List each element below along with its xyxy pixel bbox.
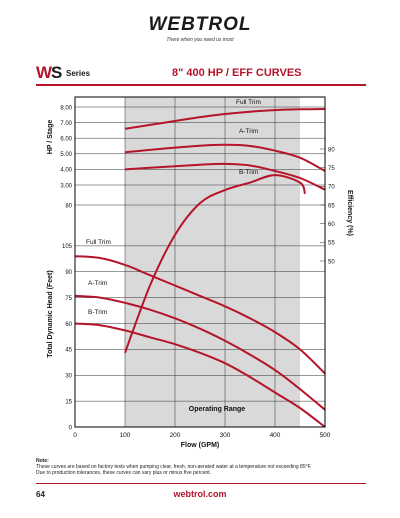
plot-frame bbox=[74, 96, 326, 428]
hp-tick-label: 8.00 bbox=[60, 105, 72, 111]
hp-tick-label: 6.00 bbox=[60, 137, 72, 143]
x-tick-label: 100 bbox=[120, 432, 131, 439]
head-curve-b-trim bbox=[74, 322, 326, 428]
efficiency-tick-label: 70 bbox=[328, 185, 335, 191]
head-tick-label: 105 bbox=[62, 244, 73, 250]
efficiency-tick-label: 60 bbox=[328, 222, 335, 228]
head-label-b-trim: B-Trim bbox=[88, 309, 107, 316]
head-tick-label: 15 bbox=[65, 399, 72, 405]
hp-curve-full-trim bbox=[124, 108, 326, 130]
efficiency-tick-label: 50 bbox=[328, 259, 335, 265]
efficiency-curve bbox=[124, 174, 306, 354]
hp-curve-b-trim bbox=[124, 162, 326, 191]
hp-label-full-trim: Full Trim bbox=[236, 99, 261, 106]
head-label-a-trim: A-Trim bbox=[88, 280, 107, 287]
x-tick-label: 300 bbox=[220, 432, 231, 439]
efficiency-axis-title: Efficiency (%) bbox=[346, 190, 353, 236]
hp-axis-title: HP / Stage bbox=[47, 120, 54, 155]
ws-mark-s: S bbox=[51, 63, 62, 82]
series-word: Series bbox=[66, 69, 91, 78]
note-block: Note: These curves are based on factory … bbox=[36, 458, 366, 477]
hp-tick-label: 7.00 bbox=[60, 121, 72, 127]
note-line-1: These curves are based on factory tests … bbox=[36, 464, 312, 471]
x-tick-label: 0 bbox=[73, 432, 77, 439]
series-header: WS Series 8" 400 HP / EFF CURVES bbox=[36, 63, 366, 83]
efficiency-tick-label: 55 bbox=[328, 241, 335, 247]
website-link[interactable]: webtrol.com bbox=[173, 489, 227, 499]
head-tick-label: 80 bbox=[65, 203, 72, 209]
head-tick-label: 75 bbox=[65, 296, 72, 302]
ws-mark-w: W bbox=[36, 63, 52, 82]
logo-tagline: There when you need us most bbox=[166, 37, 234, 43]
logo-wordmark: WEBTROL bbox=[148, 14, 252, 35]
efficiency-tick-label: 75 bbox=[328, 166, 335, 172]
footer-rule bbox=[36, 483, 366, 484]
note-label: Note: bbox=[36, 458, 49, 464]
head-tick-label: 60 bbox=[65, 322, 72, 328]
x-tick-label: 200 bbox=[170, 432, 181, 439]
head-tick-label: 45 bbox=[65, 348, 72, 354]
hp-tick-label: 3.00 bbox=[60, 183, 72, 189]
head-tick-label: 90 bbox=[65, 270, 72, 276]
x-tick-label: 400 bbox=[270, 432, 281, 439]
header-rule bbox=[36, 84, 366, 86]
head-tick-label: 0 bbox=[69, 425, 73, 431]
hp-tick-label: 5.00 bbox=[60, 152, 72, 158]
page-title: 8" 400 HP / EFF CURVES bbox=[172, 67, 302, 79]
webtrol-logo: WEBTROL There when you need us most bbox=[0, 14, 400, 43]
efficiency-tick-label: 80 bbox=[328, 147, 335, 153]
ws-series-logo: WS bbox=[36, 63, 62, 83]
note-line-2: Due to production tolerances, these curv… bbox=[36, 470, 212, 477]
x-tick-label: 500 bbox=[320, 432, 331, 439]
hp-tick-label: 4.00 bbox=[60, 168, 72, 174]
operating-range-band bbox=[125, 97, 300, 427]
hp-label-b-trim: B-Trim bbox=[239, 169, 258, 176]
hp-curve-a-trim bbox=[124, 143, 326, 172]
page-number: 64 bbox=[36, 490, 45, 499]
head-label-full-trim: Full Trim bbox=[86, 239, 111, 246]
head-curve-full-trim bbox=[74, 255, 326, 375]
head-curve-a-trim bbox=[74, 294, 326, 411]
efficiency-tick-label: 65 bbox=[328, 203, 335, 209]
hp-label-a-trim: A-Trim bbox=[239, 128, 258, 135]
head-axis-title: Total Dynamic Head (Feet) bbox=[47, 270, 54, 357]
x-axis-title: Flow (GPM) bbox=[181, 442, 220, 449]
operating-range-label: Operating Range bbox=[189, 406, 246, 413]
head-tick-label: 30 bbox=[65, 374, 72, 380]
